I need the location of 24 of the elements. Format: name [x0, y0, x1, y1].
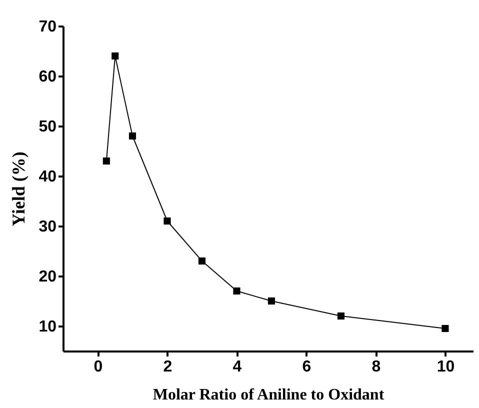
y-tick-label: 40 [38, 168, 57, 186]
x-tick-label: 10 [436, 358, 455, 376]
point [233, 287, 240, 295]
point [128, 132, 136, 140]
x-axis-title: Molar Ratio of Aniline to Oxidant [152, 386, 385, 404]
point [112, 52, 119, 60]
y-tick-label: 60 [38, 68, 57, 86]
y-tick-label: 30 [38, 218, 57, 236]
y-axis-title: Yield (%) [8, 152, 29, 226]
x-tick-label: 2 [163, 358, 172, 376]
point [337, 312, 344, 320]
point [268, 297, 276, 305]
x-tick-label: 6 [302, 358, 312, 376]
y-tick-label: 10 [38, 318, 57, 336]
point [198, 257, 206, 265]
x-tick-label: 4 [232, 358, 242, 376]
y-tick-label: 70 [38, 18, 57, 36]
point [164, 217, 171, 225]
point [442, 324, 449, 332]
y-tick-label: 50 [38, 118, 57, 136]
y-tick-label: 20 [38, 268, 57, 286]
x-tick-label: 8 [372, 358, 381, 376]
point [102, 157, 110, 165]
x-tick-label: 0 [94, 358, 103, 376]
